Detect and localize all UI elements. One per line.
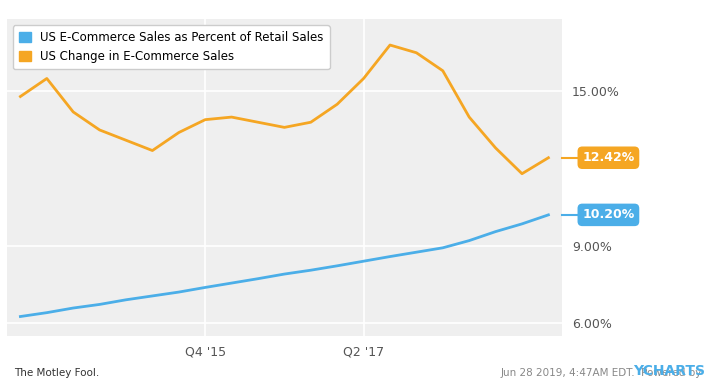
Text: YCHARTS: YCHARTS xyxy=(634,364,706,378)
Text: Jun 28 2019, 4:47AM EDT.  Powered by: Jun 28 2019, 4:47AM EDT. Powered by xyxy=(501,368,706,378)
Text: 10.20%: 10.20% xyxy=(582,208,634,222)
Text: 12.42%: 12.42% xyxy=(582,151,634,164)
Text: The Motley Fool.: The Motley Fool. xyxy=(14,368,99,378)
Legend: US E-Commerce Sales as Percent of Retail Sales, US Change in E-Commerce Sales: US E-Commerce Sales as Percent of Retail… xyxy=(13,25,330,69)
